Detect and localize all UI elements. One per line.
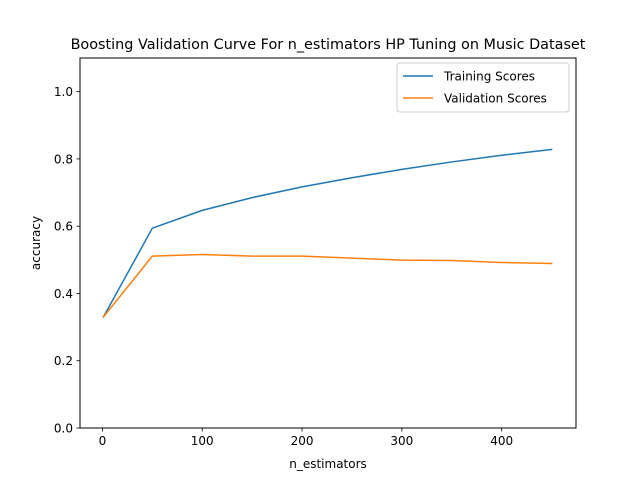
series-lines: [102, 148, 553, 319]
y-tick-label: 0.4: [54, 287, 73, 301]
y-axis-ticks: 0.0 0.2 0.4 0.6 0.8 1.0: [54, 85, 80, 436]
validation-scores-line: [102, 253, 553, 319]
x-tick-label: 200: [291, 434, 314, 448]
legend-box: [396, 62, 570, 113]
y-tick-label: 0.8: [54, 152, 73, 166]
y-tick-label: 0.6: [54, 220, 73, 234]
legend-label-validation: Validation Scores: [444, 92, 547, 106]
training-scores-line: [102, 148, 553, 319]
y-axis-label: accuracy: [29, 216, 43, 270]
y-tick-label: 1.0: [54, 85, 73, 99]
x-axis-label: n_estimators: [289, 457, 367, 471]
x-tick-label: 100: [191, 434, 214, 448]
x-tick-label: 300: [390, 434, 413, 448]
x-tick-label: 0: [99, 434, 107, 448]
plot-area-frame: [79, 57, 577, 429]
x-axis-ticks: 0 100 200 300 400: [99, 428, 513, 448]
x-tick-label: 400: [490, 434, 513, 448]
y-tick-label: 0.0: [54, 422, 73, 436]
legend-label-training: Training Scores: [443, 70, 535, 84]
y-tick-label: 0.2: [54, 354, 73, 368]
legend: Training Scores Validation Scores: [396, 62, 570, 113]
chart-title: Boosting Validation Curve For n_estimato…: [71, 37, 586, 53]
